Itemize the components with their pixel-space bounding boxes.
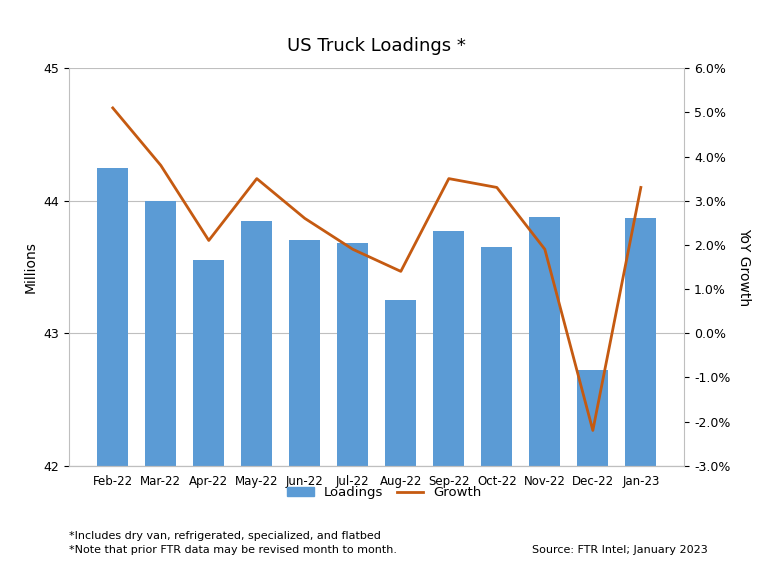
Text: Source: FTR Intel; January 2023: Source: FTR Intel; January 2023 [531, 545, 707, 556]
Bar [481, 247, 512, 568]
Text: *Includes dry van, refrigerated, specialized, and flatbed: *Includes dry van, refrigerated, special… [69, 531, 381, 541]
Bar [625, 218, 657, 568]
Text: *Note that prior FTR data may be revised month to month.: *Note that prior FTR data may be revised… [69, 545, 398, 556]
Y-axis label: Millions: Millions [24, 241, 38, 293]
Bar [385, 300, 417, 568]
Title: US Truck Loadings *: US Truck Loadings * [288, 37, 466, 56]
Bar [97, 168, 128, 568]
Bar [337, 243, 368, 568]
Y-axis label: YoY Growth: YoY Growth [737, 228, 751, 306]
Bar [433, 231, 464, 568]
Bar [529, 216, 561, 568]
Legend: Loadings, Growth: Loadings, Growth [282, 481, 487, 504]
Bar [578, 370, 608, 568]
Bar [193, 260, 225, 568]
Bar [289, 240, 321, 568]
Bar [241, 220, 272, 568]
Bar [145, 201, 176, 568]
